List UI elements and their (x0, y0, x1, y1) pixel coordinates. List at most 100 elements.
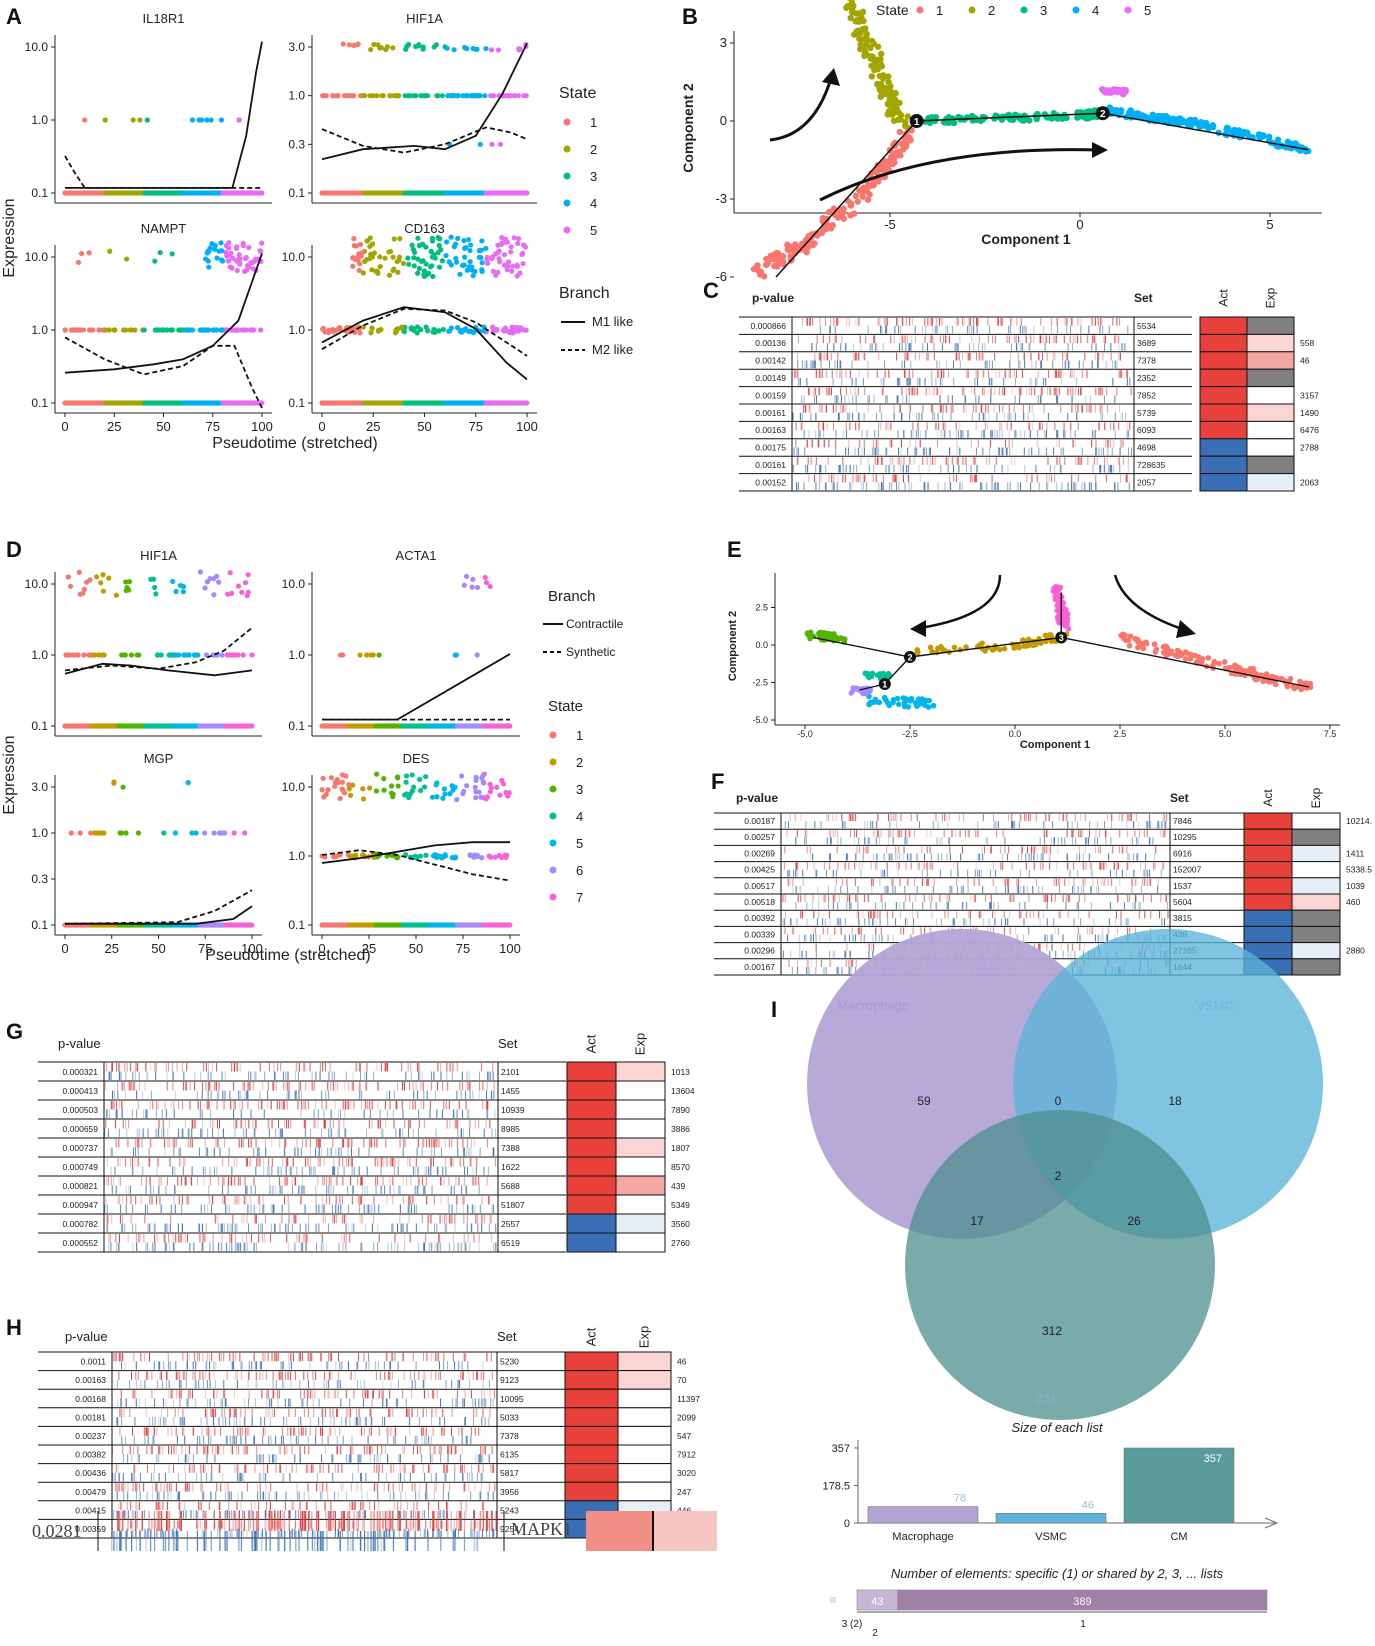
cell-point (1154, 116, 1161, 124)
data-point (246, 264, 252, 270)
data-point (120, 784, 126, 790)
legend-state-label: 3 (1040, 3, 1047, 18)
data-point (230, 255, 236, 261)
data-point (479, 238, 485, 244)
data-point (436, 328, 442, 334)
arrow-head (910, 620, 926, 637)
cell-point (901, 122, 909, 130)
cell-point (1272, 681, 1279, 688)
data-point (212, 327, 218, 333)
data-point (505, 263, 511, 269)
row-count: 2063 (1300, 477, 1319, 487)
legend-state-label: 2 (988, 3, 995, 18)
cell-point (754, 267, 762, 274)
data-point (136, 652, 142, 658)
data-point (81, 586, 87, 592)
legend-state-label: 4 (590, 196, 597, 211)
data-point (488, 93, 494, 99)
cell-point (865, 181, 872, 188)
data-point (434, 852, 440, 858)
data-point (197, 569, 204, 575)
data-point (375, 270, 381, 276)
y-tick-label: -3 (715, 191, 727, 206)
data-point (383, 46, 389, 53)
data-point (75, 652, 81, 658)
data-point (111, 780, 117, 786)
legend-state-dot (1124, 6, 1132, 14)
cell-point (1122, 632, 1128, 639)
data-point (382, 255, 388, 261)
data-point (362, 258, 368, 265)
cell-point (906, 136, 913, 143)
data-point (516, 46, 522, 52)
data-point (357, 652, 363, 658)
data-point (207, 576, 213, 582)
exp-cell (1291, 828, 1341, 846)
cell-point (991, 115, 998, 122)
x-tick-label: 100 (499, 941, 521, 956)
cell-point (1209, 122, 1217, 129)
cell-point (885, 108, 893, 115)
data-point (99, 652, 105, 658)
act-cell (1199, 333, 1248, 353)
cell-point (886, 702, 893, 709)
cell-point (996, 646, 1003, 653)
data-point (376, 328, 382, 334)
data-point (68, 830, 74, 836)
legend-state-label: 5 (590, 223, 597, 238)
data-point (170, 578, 176, 585)
row-pvalue: 0.00425 (744, 865, 775, 875)
cell-point (1187, 651, 1194, 658)
data-point (200, 327, 207, 333)
data-point (169, 251, 175, 257)
y-tick-label: 0.3 (31, 872, 48, 886)
data-point (157, 249, 163, 256)
data-point (65, 574, 71, 580)
trend-line-dashed (64, 889, 253, 925)
data-point (391, 266, 397, 272)
data-point (323, 791, 329, 797)
data-point (360, 93, 367, 99)
data-point (369, 267, 375, 273)
data-point (422, 784, 428, 790)
data-point (425, 270, 432, 276)
data-point (141, 327, 147, 333)
data-point (137, 117, 143, 123)
data-point (347, 792, 354, 798)
data-point (332, 783, 338, 789)
data-point (463, 93, 469, 99)
data-point (454, 325, 461, 331)
data-point (242, 830, 248, 836)
exp-cell (1291, 812, 1341, 830)
cell-point (877, 80, 885, 88)
data-point (189, 117, 196, 123)
data-point (218, 240, 224, 246)
data-point (119, 652, 125, 658)
data-point (411, 263, 417, 269)
cell-point (825, 208, 833, 216)
data-point (467, 247, 473, 254)
cell-point (1054, 614, 1061, 620)
cell-point (1001, 645, 1008, 652)
data-point (395, 775, 401, 781)
data-point (100, 572, 106, 578)
data-point (243, 254, 249, 261)
cell-point (880, 88, 887, 95)
cell-point (1245, 667, 1252, 674)
data-point (524, 190, 530, 196)
cell-point (877, 93, 884, 100)
x-tick-label: 100 (251, 419, 273, 434)
row-count: 5338.5 (1346, 865, 1372, 875)
row-pvalue: 0.00142 (755, 356, 786, 366)
cell-point (1198, 659, 1205, 665)
cell-point (1143, 640, 1150, 647)
row-count: 3157 (1300, 390, 1319, 400)
cell-point (841, 636, 848, 642)
cell-point (877, 56, 884, 63)
data-point (395, 269, 401, 275)
cell-point (927, 644, 934, 651)
data-point (226, 245, 232, 251)
cell-point (1232, 662, 1238, 669)
x-tick-label: -2.5 (902, 729, 918, 739)
y-tick-label: 1.0 (288, 323, 305, 337)
